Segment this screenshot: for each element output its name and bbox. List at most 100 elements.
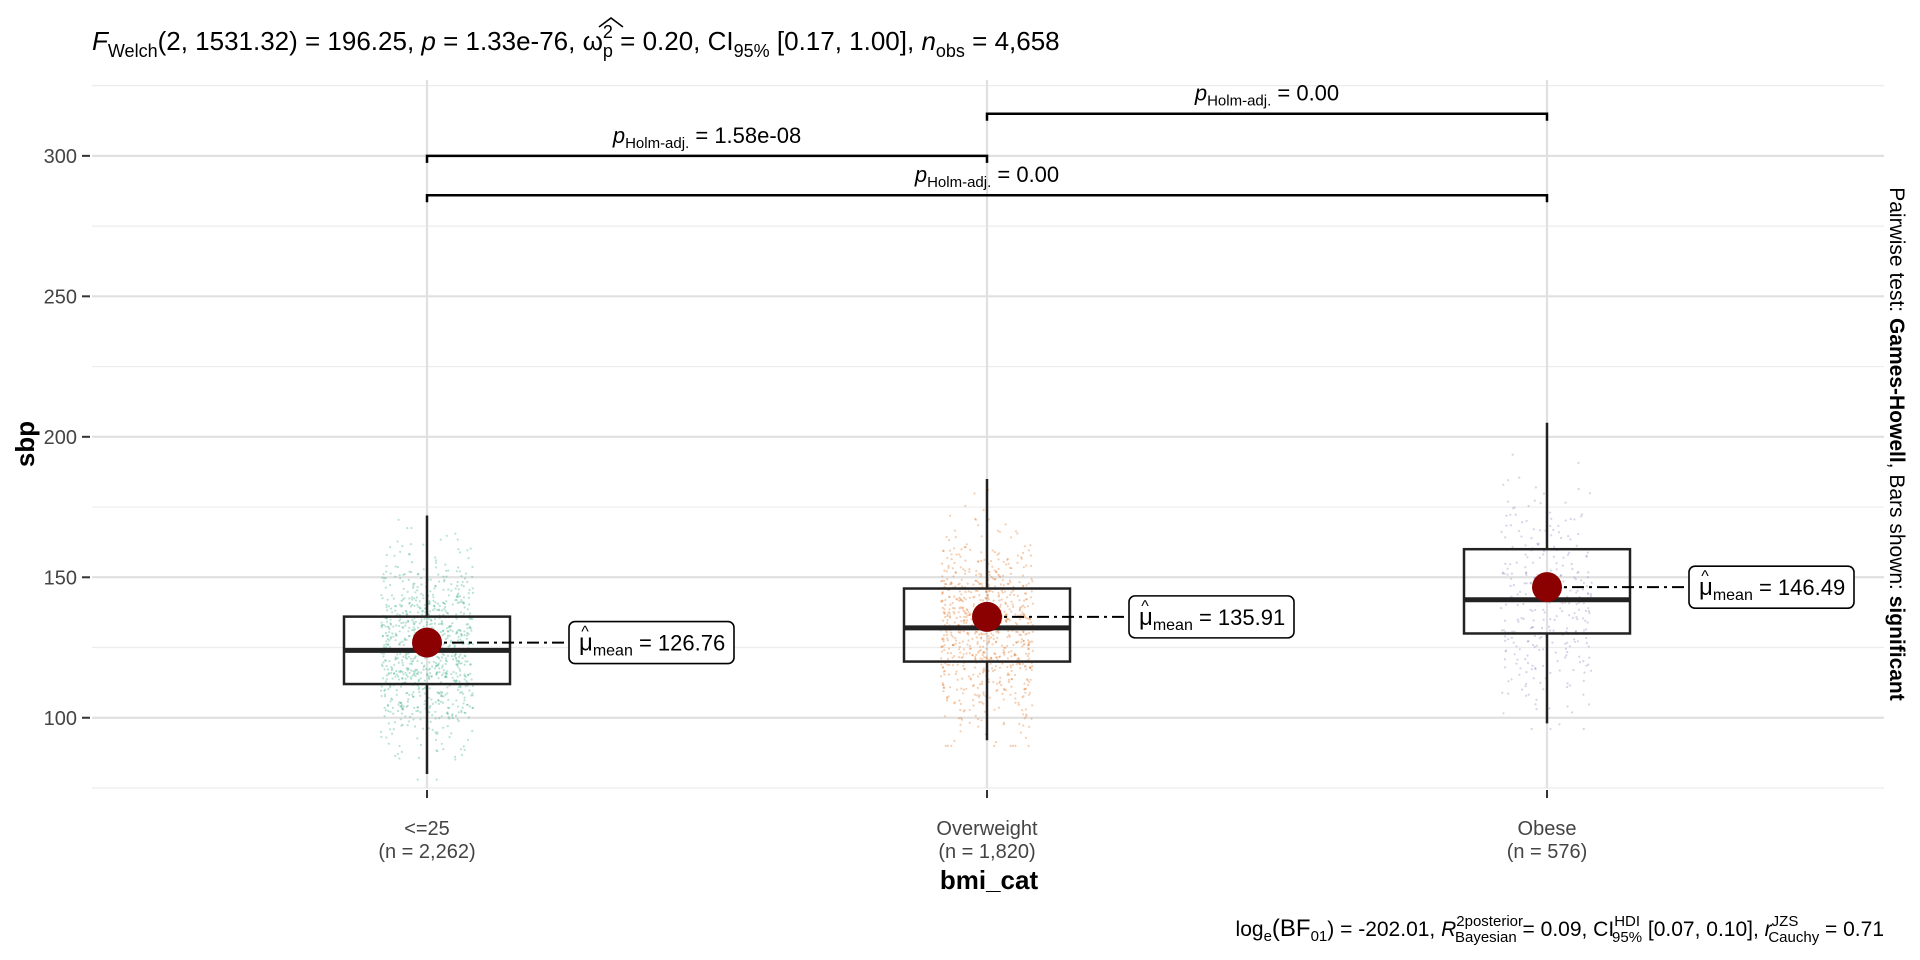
jitter-point (953, 561, 956, 565)
jitter-point (1014, 692, 1017, 695)
jitter-point (445, 600, 448, 603)
x-tick-count: (n = 2,262) (378, 841, 475, 863)
jitter-point (431, 702, 434, 706)
y-tick-label: 100 (44, 708, 77, 730)
comparison-label: pHolm-adj. = 1.58e-08 (612, 123, 801, 152)
jitter-point (997, 573, 1000, 576)
jitter-point (1011, 744, 1015, 748)
jitter-point (1020, 556, 1023, 559)
jitter-point (387, 643, 390, 646)
jitter-point (954, 571, 957, 575)
jitter-point (446, 630, 449, 633)
jitter-point (437, 702, 441, 706)
jitter-point (430, 675, 433, 678)
jitter-point (1574, 629, 1578, 633)
jitter-point (1023, 545, 1026, 548)
jitter-point (954, 536, 957, 539)
jitter-point (1004, 619, 1008, 623)
jitter-point (443, 608, 446, 611)
jitter-point (965, 687, 968, 690)
jitter-point (398, 574, 401, 577)
jitter-point (989, 589, 992, 593)
jitter-point (468, 689, 471, 692)
jitter-point (453, 655, 456, 658)
jitter-point (410, 662, 414, 666)
jitter-point (454, 755, 457, 759)
jitter-point (994, 652, 997, 656)
jitter-point (1005, 563, 1008, 566)
jitter-point (969, 612, 972, 616)
jitter-point (469, 672, 472, 675)
jitter-point (982, 702, 985, 705)
jitter-point (975, 636, 978, 639)
jitter-point (984, 596, 987, 600)
jitter-point (383, 668, 386, 671)
jitter-point (1556, 660, 1559, 663)
jitter-point (1006, 557, 1009, 561)
jitter-point (432, 660, 435, 663)
jitter-point (424, 700, 427, 703)
jitter-point (1582, 581, 1585, 585)
jitter-point (1002, 574, 1005, 577)
jitter-point (403, 573, 406, 576)
jitter-point (426, 674, 429, 677)
jitter-point (1021, 611, 1024, 614)
jitter-point (438, 667, 441, 670)
jitter-point (1550, 534, 1553, 537)
jitter-point (447, 630, 450, 633)
jitter-point (383, 715, 386, 718)
jitter-point (1576, 571, 1579, 574)
jitter-point (456, 595, 459, 598)
jitter-point (1010, 685, 1013, 688)
jitter-point (435, 561, 438, 564)
jitter-point (943, 648, 946, 652)
y-tick-label: 250 (44, 286, 77, 308)
jitter-point (993, 578, 996, 581)
jitter-point (406, 704, 409, 707)
jitter-point (386, 620, 389, 623)
jitter-point (948, 608, 951, 611)
jitter-point (458, 551, 462, 554)
jitter-point (1513, 506, 1516, 509)
jitter-point (1022, 639, 1025, 643)
jitter-point (468, 626, 472, 629)
jitter-point (980, 719, 983, 722)
jitter-point (388, 631, 391, 634)
jitter-point (992, 680, 995, 684)
jitter-point (462, 745, 465, 748)
jitter-point (1506, 567, 1509, 570)
jitter-point (1531, 561, 1535, 564)
jitter-point (447, 645, 450, 648)
jitter-point (397, 678, 401, 681)
jitter-point (998, 680, 1002, 683)
jitter-point (408, 626, 411, 629)
jitter-point (460, 584, 463, 587)
jitter-point (1026, 678, 1029, 681)
mean-label: μmean = 126.76 (579, 630, 725, 660)
jitter-point (1560, 574, 1563, 577)
jitter-point (1525, 573, 1528, 576)
jitter-point (428, 623, 432, 626)
jitter-point (1565, 654, 1568, 657)
jitter-point (1568, 684, 1571, 687)
jitter-point (1549, 524, 1552, 528)
jitter-point (971, 654, 974, 657)
jitter-point (952, 607, 955, 610)
jitter-point (406, 724, 409, 727)
jitter-point (980, 637, 983, 640)
jitter-point (1527, 693, 1530, 696)
jitter-point (1002, 646, 1006, 649)
jitter-point (396, 566, 399, 569)
jitter-point (467, 557, 470, 560)
jitter-point (399, 669, 403, 673)
jitter-point (984, 632, 988, 635)
jitter-point (430, 698, 433, 701)
jitter-point (941, 591, 944, 594)
jitter-point (1536, 542, 1539, 545)
jitter-point (393, 672, 396, 675)
jitter-point (421, 613, 424, 616)
jitter-point (1024, 708, 1027, 711)
jitter-point (464, 675, 467, 678)
jitter-point (957, 717, 961, 720)
jitter-point (446, 725, 449, 728)
